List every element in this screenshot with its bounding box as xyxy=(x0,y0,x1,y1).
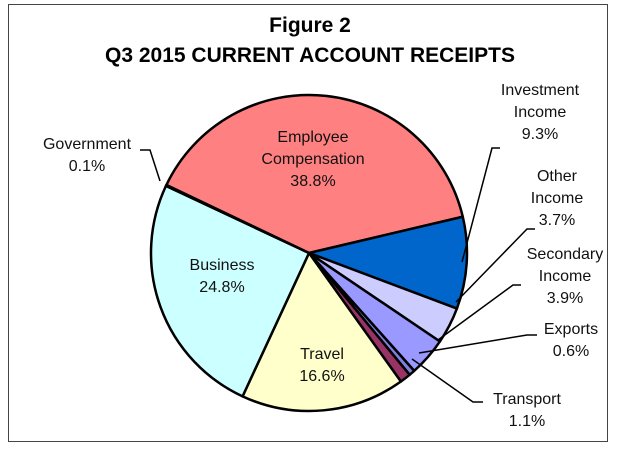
leader-line-secondary-income xyxy=(437,284,521,341)
slice-label-other-income: Other Income 3.7% xyxy=(531,166,583,232)
slice-label-text: Secondary xyxy=(526,246,604,263)
slice-value-label: 24.8% xyxy=(199,279,245,296)
slice-label-investment-income: Investment Income 9.3% xyxy=(501,80,579,146)
slice-label-text: Income xyxy=(513,104,567,121)
slice-label-text: Compensation xyxy=(261,151,365,168)
slice-label-text: Business xyxy=(189,257,255,274)
leader-line-exports xyxy=(418,334,537,354)
pie-slice-employee-compensation xyxy=(165,93,465,255)
slice-value-label: 0.1% xyxy=(68,158,106,175)
slice-value-label: 0.6% xyxy=(552,343,590,360)
pie-slice-business xyxy=(149,184,311,398)
slice-label-text: Travel xyxy=(300,346,344,363)
slice-label-text: Employee xyxy=(277,129,349,146)
slice-label-text: Income xyxy=(538,268,592,285)
slice-label-text: Government xyxy=(42,136,132,153)
pie-slice-government xyxy=(164,183,311,255)
slice-label-text: Exports xyxy=(543,321,599,338)
slice-value-label: 38.8% xyxy=(290,173,336,190)
leader-line-transport xyxy=(411,358,483,403)
slice-label-government: Government 0.1% xyxy=(43,134,131,178)
slice-label-secondary-income: Secondary Income 3.9% xyxy=(527,244,604,310)
slice-label-employee-compensation: Employee Compensation 38.8% xyxy=(261,127,364,193)
slice-label-exports: Exports 0.6% xyxy=(544,319,598,363)
slice-value-label: 16.6% xyxy=(299,368,345,385)
slice-label-text: Income xyxy=(530,190,584,207)
slice-value-label: 3.9% xyxy=(546,290,584,307)
slice-value-label: 1.1% xyxy=(508,413,546,430)
slice-label-text: Investment xyxy=(500,82,580,99)
pie-slice-investment-income xyxy=(307,215,469,310)
chart-border xyxy=(8,4,608,442)
chart-subtitle: Q3 2015 CURRENT ACCOUNT RECEIPTS xyxy=(105,44,515,67)
pie-slice-travel xyxy=(241,251,403,413)
slice-label-business: Business 24.8% xyxy=(190,255,255,299)
leader-line-investment-income xyxy=(461,147,500,263)
slice-label-travel: Travel 16.6% xyxy=(299,344,344,388)
slice-value-label: 9.3% xyxy=(521,126,559,143)
slice-value-label: 3.7% xyxy=(538,212,576,229)
slice-label-transport: Transport 1.1% xyxy=(493,389,561,433)
chart-title: Figure 2 xyxy=(269,14,351,37)
leader-line-other-income xyxy=(455,228,535,303)
slice-label-text: Transport xyxy=(493,391,561,408)
slice-label-text: Other xyxy=(536,168,577,185)
leader-line-government xyxy=(140,149,161,182)
